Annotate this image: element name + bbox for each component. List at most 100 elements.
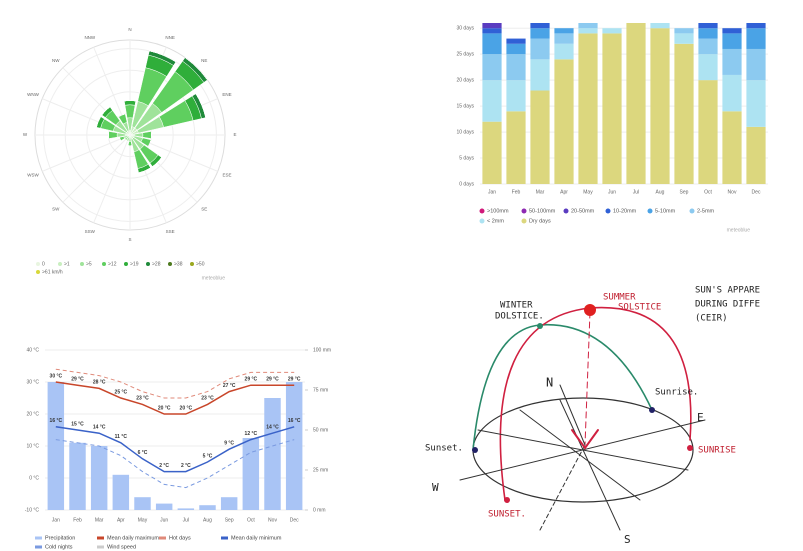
rose-wedge [119,137,122,141]
legend-label: < 2mm [487,218,504,224]
legend-swatch [605,208,611,214]
legend-swatch [521,208,527,214]
legend-swatch [36,270,40,274]
y2-tick-label: 50 mm [313,427,328,433]
bar-segment [506,43,526,55]
x-tick-label: Nov [268,517,277,523]
x-tick-label: Jul [183,517,189,523]
bar-segment [698,80,718,184]
y-tick-label: 15 days [456,103,474,109]
rose-wedge [138,167,151,174]
x-tick-label: Jul [633,189,639,195]
legend-label: >5 [86,261,92,267]
legend-label: 5-10mm [655,208,676,214]
bar-segment [482,28,502,34]
legend-label: >28 [152,261,161,267]
data-label: 15 °C [71,421,84,427]
legend-label: Hot days [169,535,191,541]
x-tick-label: Jun [608,189,616,195]
axis-line [539,444,586,531]
rose-wedge [149,50,176,63]
y-tick-label: 40 °C [26,347,39,353]
label: S [624,533,631,546]
y-tick-label: 0 °C [29,475,39,481]
legend-label: >50 [196,261,205,267]
x-tick-label: May [583,189,593,195]
rose-wedge [118,113,126,117]
direction-label: NNW [84,35,95,40]
bar-segment [530,59,550,91]
rose-wedge [184,57,208,81]
bar-segment [482,54,502,81]
bar-segment [506,111,526,184]
direction-label: NE [201,58,207,63]
legend-label: >61 km/h [42,269,63,275]
x-tick-label: Mar [95,517,104,523]
direction-label: ESE [222,172,231,177]
legend-swatch [689,208,695,214]
legend-label: Wind speed [107,544,136,550]
y-tick-label: 10 days [456,129,474,135]
legend-label: Mean daily maximum [107,535,159,541]
label: W [432,481,439,494]
bar-segment [698,38,718,55]
legend-swatch [35,536,42,540]
data-label: 16 °C [288,418,301,424]
data-label: 9 °C [224,441,234,447]
legend-label: >100mm [487,208,509,214]
label: SUNSET. [488,510,526,520]
direction-label: NW [52,58,60,63]
y-tick-label: 30 days [456,26,474,32]
label: N [546,376,553,390]
bar-segment [746,28,766,49]
data-label: 29 °C [245,377,258,383]
bar [242,438,260,510]
data-label: 20 °C [158,405,171,411]
legend-swatch [563,208,569,214]
y-tick-label: 0 days [459,181,474,187]
bar-segment [698,23,718,29]
sun-arrow [571,429,599,450]
data-label: 25 °C [115,389,128,395]
legend-label: Precipitation [45,535,75,541]
bar-segment [674,28,694,34]
y-tick-label: 25 days [456,51,474,57]
bar-segment [530,90,550,184]
legend-label: >12 [108,261,117,267]
legend-swatch [521,218,527,224]
rose-wedge [152,157,162,167]
y-tick-label: 20 °C [26,411,39,417]
legend-label: 50-100mm [529,208,556,214]
x-tick-label: Aug [203,517,212,523]
bar-segment [674,43,694,184]
spoke [42,134,131,172]
data-label: 6 °C [138,450,148,456]
rose-wedge [96,116,101,128]
x-tick-label: Dec [752,189,761,195]
label: Sunrise. [655,388,698,398]
bar-segment [722,28,742,34]
rose-wedge [148,139,152,147]
y-tick-label: 20 days [456,77,474,83]
bar [177,508,195,510]
rose-wedge [124,138,127,141]
label: SUMMER [603,293,636,303]
sun-path-diagram: SUN'S APPARE DURING DIFFE (CEIR) WINTER … [425,286,760,547]
direction-label: WNW [27,92,39,97]
credit: meteoblue [202,275,226,281]
bar [134,497,151,510]
legend-swatch [80,262,84,266]
rose-wedge [127,141,133,147]
label: SOLSTICE [618,303,661,313]
x-tick-label: Feb [512,189,521,195]
x-tick-label: Jan [52,517,60,523]
bar [155,503,173,510]
legend-swatch [168,262,172,266]
direction-label: NNE [165,35,175,40]
diagram-title: SUN'S APPARE [695,286,760,296]
legend-swatch [221,536,228,540]
y-tick-label: 30 °C [26,379,39,385]
bar-segment [578,23,598,29]
direction-label: W [23,132,28,137]
